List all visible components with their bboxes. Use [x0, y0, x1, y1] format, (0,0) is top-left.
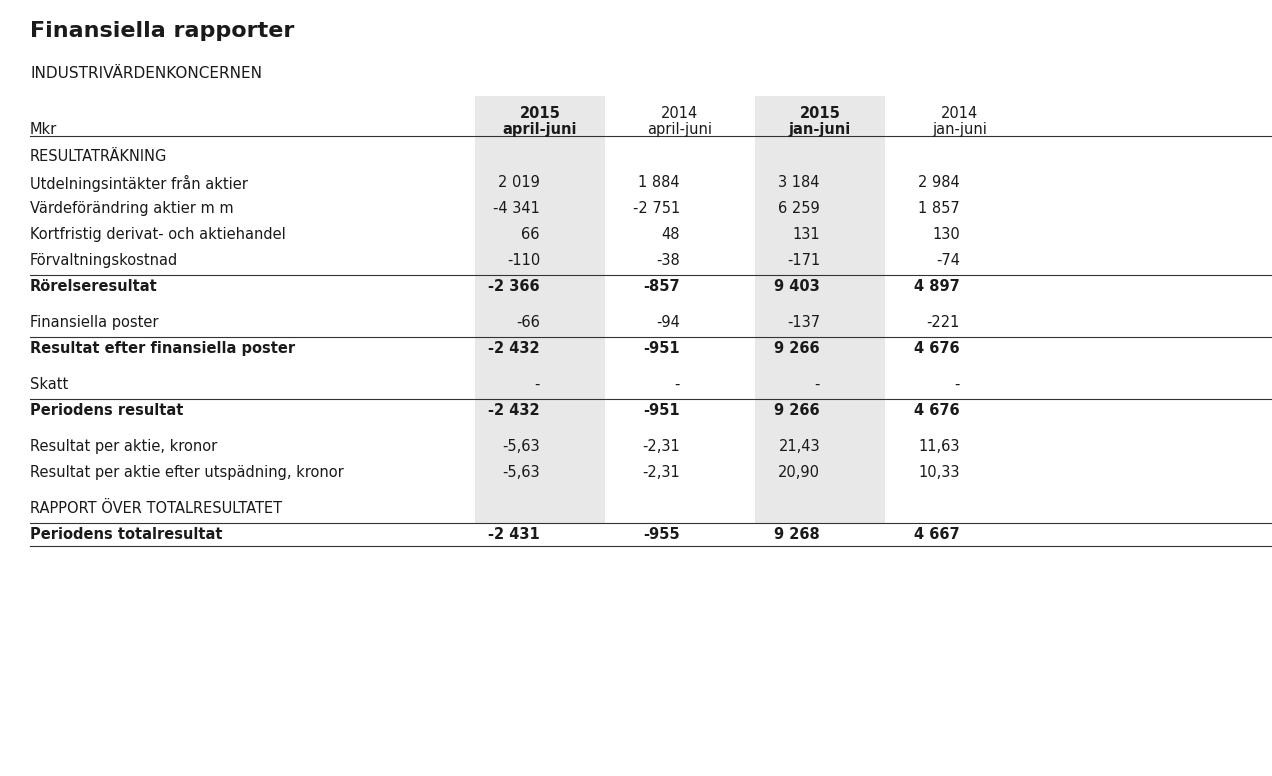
Text: 3 184: 3 184: [778, 175, 820, 190]
Text: 1 884: 1 884: [639, 175, 681, 190]
Text: -951: -951: [644, 341, 681, 356]
Text: 9 266: 9 266: [775, 403, 820, 418]
Text: Periodens resultat: Periodens resultat: [31, 403, 183, 418]
Bar: [756, 96, 885, 524]
Text: -2 751: -2 751: [632, 201, 681, 216]
Text: -: -: [814, 377, 820, 392]
Text: 9 403: 9 403: [775, 279, 820, 294]
Text: 130: 130: [932, 227, 960, 242]
Text: 1 857: 1 857: [918, 201, 960, 216]
Text: 4 676: 4 676: [915, 341, 960, 356]
Text: Värdeförändring aktier m m: Värdeförändring aktier m m: [31, 201, 234, 216]
Text: -5,63: -5,63: [502, 439, 541, 454]
Text: Periodens totalresultat: Periodens totalresultat: [31, 527, 223, 542]
Text: -74: -74: [936, 253, 960, 268]
Text: Resultat per aktie, kronor: Resultat per aktie, kronor: [31, 439, 218, 454]
Text: Resultat per aktie efter utspädning, kronor: Resultat per aktie efter utspädning, kro…: [31, 465, 343, 480]
Text: INDUSTRIVÄRDENKONCERNEN: INDUSTRIVÄRDENKONCERNEN: [31, 66, 262, 81]
Text: -94: -94: [656, 315, 681, 330]
Text: Utdelningsintäkter från aktier: Utdelningsintäkter från aktier: [31, 175, 248, 192]
Text: 10,33: 10,33: [918, 465, 960, 480]
Text: 6 259: 6 259: [778, 201, 820, 216]
Text: Kortfristig derivat- och aktiehandel: Kortfristig derivat- och aktiehandel: [31, 227, 286, 242]
Text: jan-juni: jan-juni: [932, 122, 987, 137]
Text: 131: 131: [792, 227, 820, 242]
Text: Mkr: Mkr: [31, 122, 57, 137]
Text: april-juni: april-juni: [647, 122, 712, 137]
Text: -110: -110: [506, 253, 541, 268]
Text: RESULTATRÄKNING: RESULTATRÄKNING: [31, 149, 168, 164]
Text: april-juni: april-juni: [502, 122, 577, 137]
Text: 4 667: 4 667: [915, 527, 960, 542]
Text: 2 984: 2 984: [918, 175, 960, 190]
Text: -2,31: -2,31: [642, 465, 681, 480]
Text: -66: -66: [516, 315, 541, 330]
Text: 20,90: 20,90: [778, 465, 820, 480]
Text: 4 897: 4 897: [915, 279, 960, 294]
Text: 11,63: 11,63: [918, 439, 960, 454]
Text: -171: -171: [787, 253, 820, 268]
Text: -38: -38: [656, 253, 681, 268]
Text: 9 268: 9 268: [775, 527, 820, 542]
Text: 2015: 2015: [519, 106, 561, 121]
Text: Finansiella rapporter: Finansiella rapporter: [31, 21, 294, 41]
Text: jan-juni: jan-juni: [789, 122, 851, 137]
Text: 4 676: 4 676: [915, 403, 960, 418]
Text: 9 266: 9 266: [775, 341, 820, 356]
Text: Finansiella poster: Finansiella poster: [31, 315, 159, 330]
Text: -: -: [954, 377, 960, 392]
Text: -2 432: -2 432: [488, 341, 541, 356]
Bar: [474, 96, 605, 524]
Text: -2 432: -2 432: [488, 403, 541, 418]
Text: -: -: [534, 377, 541, 392]
Text: -2,31: -2,31: [642, 439, 681, 454]
Text: -2 366: -2 366: [488, 279, 541, 294]
Text: -955: -955: [644, 527, 681, 542]
Text: 2014: 2014: [661, 106, 698, 121]
Text: Rörelseresultat: Rörelseresultat: [31, 279, 158, 294]
Text: 48: 48: [661, 227, 681, 242]
Text: -4 341: -4 341: [494, 201, 541, 216]
Text: Skatt: Skatt: [31, 377, 69, 392]
Text: -5,63: -5,63: [502, 465, 541, 480]
Text: -: -: [674, 377, 681, 392]
Text: 21,43: 21,43: [778, 439, 820, 454]
Text: RAPPORT ÖVER TOTALRESULTATET: RAPPORT ÖVER TOTALRESULTATET: [31, 501, 282, 516]
Text: -221: -221: [926, 315, 960, 330]
Text: 2014: 2014: [941, 106, 978, 121]
Text: -2 431: -2 431: [488, 527, 541, 542]
Text: 66: 66: [522, 227, 541, 242]
Text: 2 019: 2 019: [499, 175, 541, 190]
Text: 2015: 2015: [800, 106, 841, 121]
Text: -857: -857: [644, 279, 681, 294]
Text: -137: -137: [787, 315, 820, 330]
Text: -951: -951: [644, 403, 681, 418]
Text: Förvaltningskostnad: Förvaltningskostnad: [31, 253, 178, 268]
Text: Resultat efter finansiella poster: Resultat efter finansiella poster: [31, 341, 295, 356]
